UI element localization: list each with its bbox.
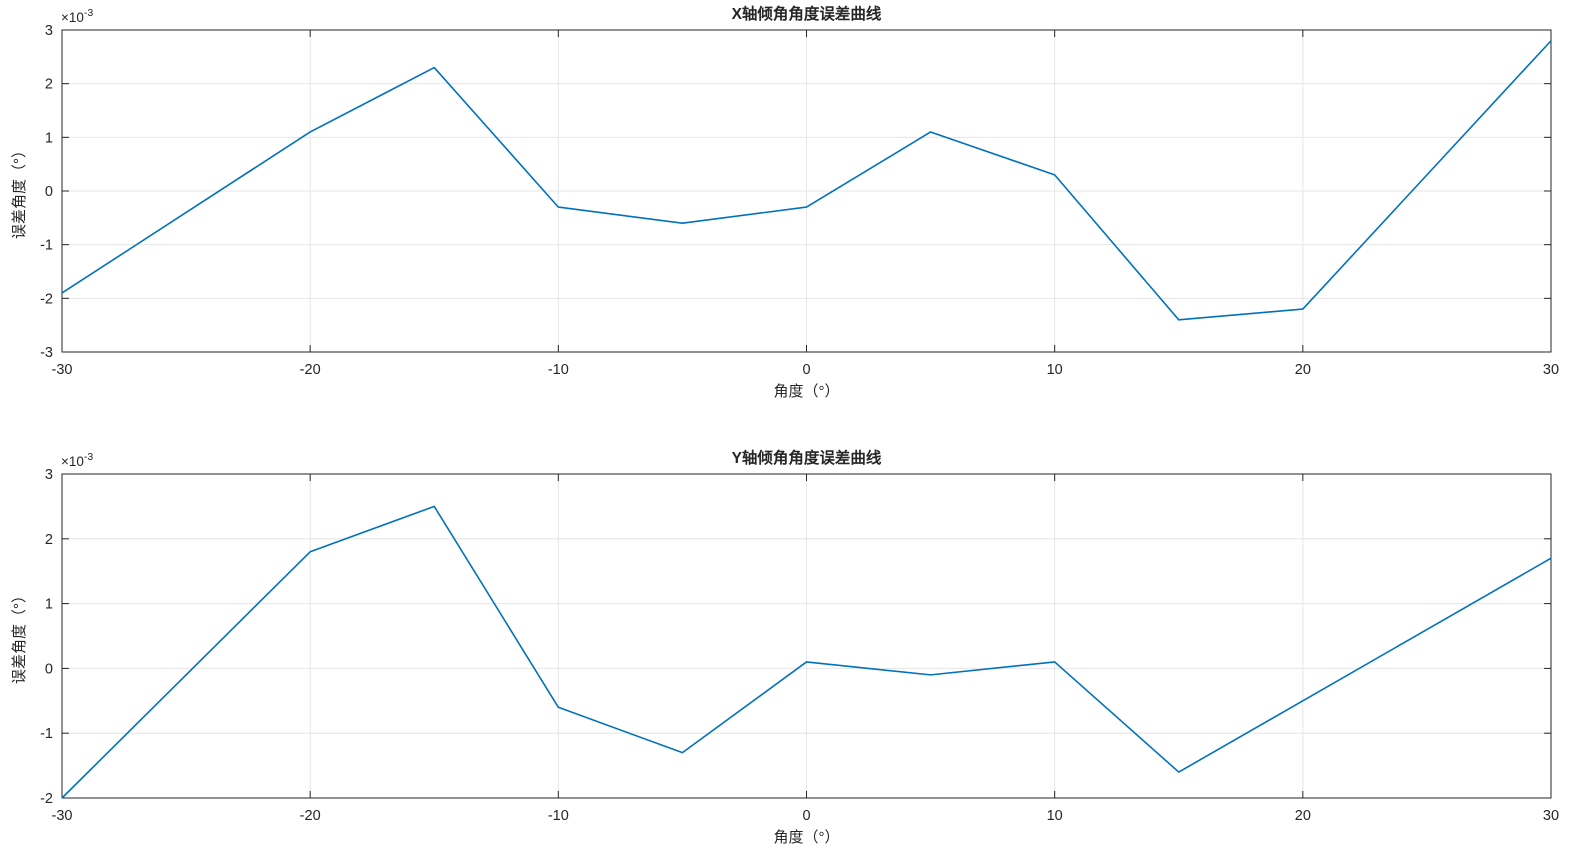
- error-curve-line: [61, 505, 1552, 799]
- x-tick-label: -30: [52, 808, 73, 824]
- y-tick-label: 3: [45, 467, 53, 483]
- x-tick-label: 0: [802, 362, 810, 378]
- x-tick-label: -10: [548, 362, 569, 378]
- x-axis-label: 角度（°）: [774, 383, 840, 400]
- x-tick-label: -10: [548, 808, 569, 824]
- y-tick-label: -3: [40, 345, 53, 361]
- y-tick-label: 0: [45, 661, 53, 677]
- x-tick-label: -30: [52, 362, 73, 378]
- y-tick-label: 3: [45, 23, 53, 39]
- y-axis-label: 误差角度（°）: [11, 588, 28, 684]
- x-tick-label: 0: [802, 808, 810, 824]
- chart-title: X轴倾角角度误差曲线: [732, 4, 882, 23]
- error-curve-line: [61, 40, 1552, 321]
- y-tick-label: -2: [40, 791, 53, 807]
- y-tick-label: 2: [45, 532, 53, 548]
- y-tick-label: -1: [40, 726, 53, 742]
- x-axis-label: 角度（°）: [774, 829, 840, 846]
- x-tick-label: 10: [1047, 808, 1063, 824]
- y-tick-label: 2: [45, 77, 53, 93]
- y-axis-exponent-label: ×10-3: [61, 7, 93, 25]
- x-tick-label: 20: [1295, 808, 1311, 824]
- y-tick-label: -1: [40, 238, 53, 254]
- y-tick-label: -2: [40, 291, 53, 307]
- x-tick-label: 10: [1047, 362, 1063, 378]
- y-tick-label: 1: [45, 597, 53, 613]
- y-tick-label: 0: [45, 184, 53, 200]
- y-axis-exponent-label: ×10-3: [61, 451, 93, 469]
- x-tick-label: 30: [1543, 808, 1559, 824]
- chart-title: Y轴倾角角度误差曲线: [732, 448, 882, 467]
- x-tick-label: 30: [1543, 362, 1559, 378]
- x-tick-label: 20: [1295, 362, 1311, 378]
- x-tilt-error-chart: -30 -20 -10 0 10 20 30 -3 -2 -1 0 1 2 3 ×10-3 X轴倾角角度误差曲…: [0, 0, 1570, 430]
- y-tick-label: 1: [45, 130, 53, 146]
- y-axis-label: 误差角度（°）: [11, 143, 28, 239]
- y-tilt-error-chart: -30 -20 -10 0 10 20 30 -2 -1 0 1 2 3 ×10-3 Y轴倾角角度误差曲线角…: [0, 430, 1570, 860]
- x-tick-label: -20: [300, 808, 321, 824]
- x-tick-label: -20: [300, 362, 321, 378]
